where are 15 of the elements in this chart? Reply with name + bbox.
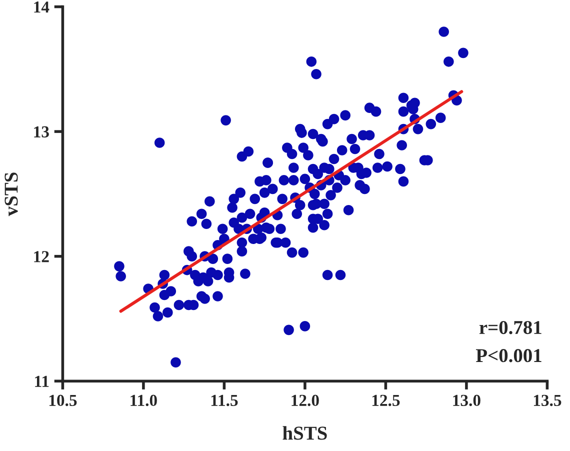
y-tick-label: 11 xyxy=(35,376,49,387)
annotation: P<0.001 xyxy=(476,349,542,362)
x-tick-label: 11.5 xyxy=(211,394,238,406)
y-tick-label: 14 xyxy=(34,2,50,13)
x-tick-label: 13.0 xyxy=(453,394,480,406)
x-tick-label: 10.5 xyxy=(49,394,77,406)
annotation: r=0.781 xyxy=(479,320,542,334)
x-tick-label: 12.0 xyxy=(292,394,319,406)
x-axis-title: hSTS xyxy=(282,426,327,440)
y-axis-title: vSTS xyxy=(4,172,18,216)
x-tick-label: 13.5 xyxy=(534,394,562,406)
x-tick-label: 11.0 xyxy=(130,394,157,406)
y-tick-label: 13 xyxy=(34,126,49,138)
y-tick-label: 12 xyxy=(34,251,49,262)
x-tick-label: 12.5 xyxy=(372,394,400,406)
